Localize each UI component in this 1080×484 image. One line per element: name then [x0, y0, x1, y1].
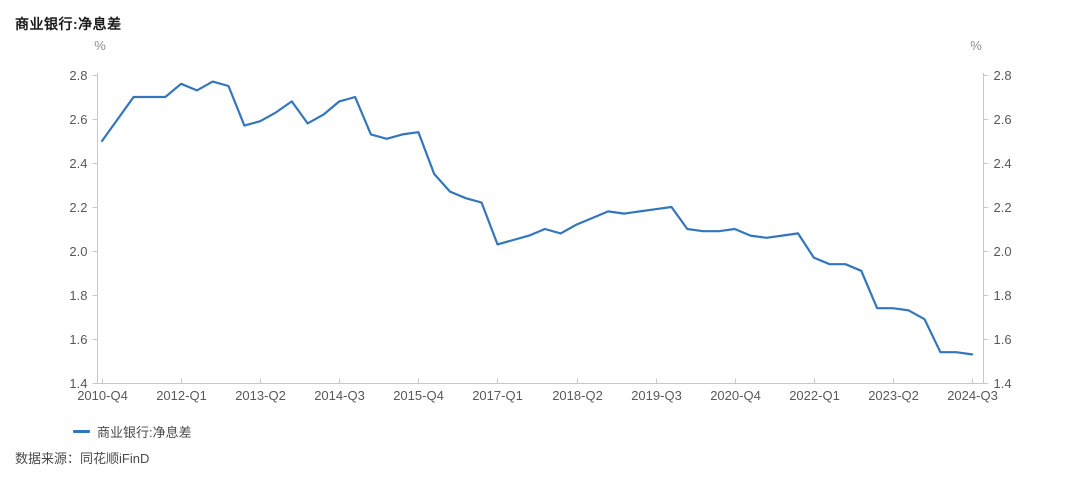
- y-tick-label-right: 1.4: [994, 376, 1012, 391]
- legend-label: 商业银行:净息差: [97, 425, 192, 440]
- chart-title: 商业银行:净息差: [15, 16, 122, 32]
- y-tick-label-left: 2.8: [69, 68, 87, 83]
- y-tick-label-left: 2.2: [69, 200, 87, 215]
- y-tick-label-left: 2.4: [69, 156, 87, 171]
- legend: 商业银行:净息差: [73, 422, 192, 441]
- data-source-note: 数据来源：同花顺iFinD: [15, 451, 150, 466]
- x-tick-label: 2015-Q4: [393, 388, 444, 403]
- x-tick-label: 2022-Q1: [789, 388, 840, 403]
- x-tick-label: 2019-Q3: [631, 388, 682, 403]
- y-tick-label-right: 2.2: [994, 200, 1012, 215]
- x-tick-label: 2020-Q4: [710, 388, 761, 403]
- y-tick-label-right: 1.6: [994, 332, 1012, 347]
- y-tick-label-left: 1.4: [69, 376, 87, 391]
- x-tick-label: 2017-Q1: [472, 388, 523, 403]
- x-tick-label: 2018-Q2: [552, 388, 603, 403]
- x-tick-label: 2023-Q2: [868, 388, 919, 403]
- y-tick-label-left: 1.8: [69, 288, 87, 303]
- y-tick-label-left: 1.6: [69, 332, 87, 347]
- x-tick-label: 2024-Q3: [947, 388, 998, 403]
- series-line: [100, 80, 974, 356]
- chart-plot-area: 2.8 2.8 2.6 2.6 2.4 2.4 2.2 2.2 2.0 2.0 1.8 1.8 1.6 1…: [69, 68, 1011, 403]
- x-tick-label: 2014-Q3: [314, 388, 365, 403]
- y-tick-label-right: 2.8: [994, 68, 1012, 83]
- x-tick-label: 2010-Q4: [77, 388, 128, 403]
- legend-line-swatch: [73, 430, 90, 433]
- y-tick-label-right: 2.0: [994, 244, 1012, 259]
- y-tick-label-left: 2.6: [69, 112, 87, 127]
- y-tick-label-right: 2.4: [994, 156, 1012, 171]
- x-tick-label: 2012-Q1: [156, 388, 207, 403]
- x-tick-label: 2013-Q2: [235, 388, 286, 403]
- y-axis-unit-left: %: [94, 38, 106, 53]
- y-axis-unit-right: %: [970, 38, 982, 53]
- y-tick-label-right: 2.6: [994, 112, 1012, 127]
- y-tick-label-right: 1.8: [994, 288, 1012, 303]
- y-tick-label-left: 2.0: [69, 244, 87, 259]
